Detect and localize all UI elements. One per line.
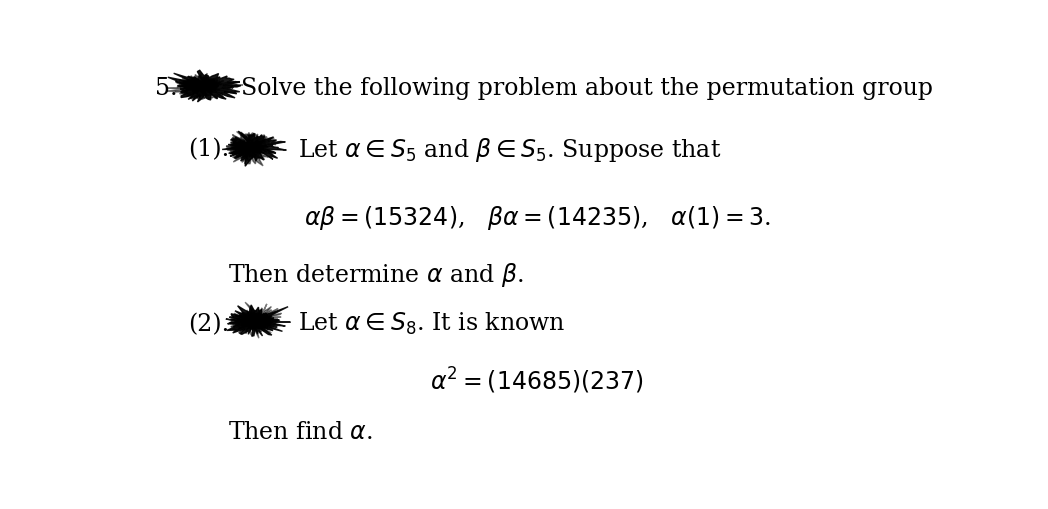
Polygon shape — [226, 305, 290, 336]
Polygon shape — [179, 75, 216, 96]
Polygon shape — [240, 312, 274, 332]
Text: (2).: (2). — [188, 312, 230, 335]
Polygon shape — [230, 312, 271, 335]
Polygon shape — [235, 314, 271, 332]
Polygon shape — [183, 77, 222, 97]
Polygon shape — [227, 143, 264, 162]
Polygon shape — [168, 71, 241, 103]
Text: $\alpha\beta = (15324)$,   $\beta\alpha = (14235)$,   $\alpha(1) = 3$.: $\alpha\beta = (15324)$, $\beta\alpha = … — [304, 204, 770, 232]
Polygon shape — [226, 132, 276, 159]
Polygon shape — [182, 77, 243, 100]
Text: Let $\alpha \in S_8$. It is known: Let $\alpha \in S_8$. It is known — [298, 310, 565, 337]
Polygon shape — [222, 132, 286, 167]
Text: (1).: (1). — [188, 138, 230, 161]
Polygon shape — [231, 133, 270, 154]
Text: $\alpha^2 = (14685)(237)$: $\alpha^2 = (14685)(237)$ — [430, 365, 645, 395]
Text: Then determine $\alpha$ and $\beta$.: Then determine $\alpha$ and $\beta$. — [228, 261, 524, 289]
Polygon shape — [226, 137, 266, 158]
Polygon shape — [235, 303, 282, 330]
Polygon shape — [231, 309, 278, 338]
Polygon shape — [167, 81, 220, 100]
Polygon shape — [181, 74, 219, 95]
Polygon shape — [226, 141, 276, 166]
Text: Then find $\alpha$.: Then find $\alpha$. — [228, 420, 373, 443]
Text: 5.: 5. — [155, 77, 178, 100]
Text: Solve the following problem about the permutation group: Solve the following problem about the pe… — [241, 77, 933, 100]
Text: Let $\alpha \in S_5$ and $\beta \in S_5$. Suppose that: Let $\alpha \in S_5$ and $\beta \in S_5$… — [298, 135, 721, 163]
